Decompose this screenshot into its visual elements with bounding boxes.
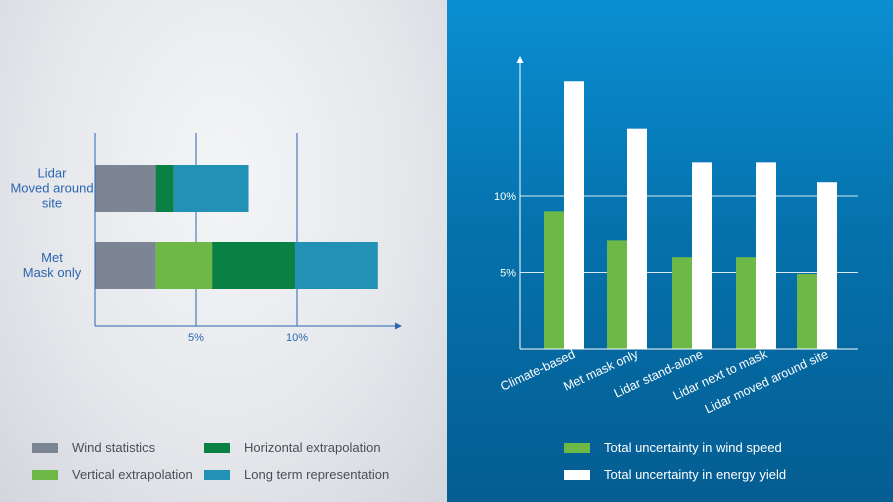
- legend-label: Wind statistics: [72, 440, 156, 455]
- category-label: Mask only: [23, 265, 82, 280]
- bar: [756, 162, 776, 349]
- bar-segment: [155, 165, 174, 212]
- legend-swatch: [204, 442, 230, 453]
- category-label: Moved around: [10, 181, 93, 196]
- legend-label: Horizontal extrapolation: [244, 440, 381, 455]
- y-axis-arrow: [516, 56, 524, 63]
- legend-item-horizontal-extrapolation: Horizontal extrapolation: [204, 440, 381, 455]
- bar-segment: [173, 165, 249, 212]
- legend-label: Total uncertainty in wind speed: [604, 440, 782, 455]
- bar-segment: [294, 242, 378, 289]
- legend-item-vertical-extrapolation: Vertical extrapolation: [32, 467, 193, 482]
- legend-label: Long term representation: [244, 467, 390, 482]
- legend-item-long-term-representation: Long term representation: [204, 467, 389, 482]
- bar: [817, 182, 837, 349]
- category-label: site: [42, 196, 62, 211]
- bar: [672, 257, 692, 349]
- x-axis-arrow: [395, 322, 402, 330]
- legend-item-total-energy-yield: Total uncertainty in energy yield: [564, 467, 786, 482]
- legend-label: Total uncertainty in energy yield: [604, 467, 787, 482]
- bar: [607, 240, 627, 349]
- legend-swatch: [564, 469, 590, 480]
- bar-segment: [212, 242, 295, 289]
- bar: [797, 274, 817, 349]
- legend-swatch: [32, 442, 58, 453]
- bar: [564, 81, 584, 349]
- y-tick-label: 10%: [494, 191, 516, 203]
- bar-segment: [95, 165, 156, 212]
- legend-swatch: [564, 442, 590, 453]
- x-tick-label: 10%: [286, 332, 308, 344]
- category-label: Lidar: [38, 166, 68, 181]
- x-tick-label: 5%: [188, 332, 204, 344]
- category-label: Met: [41, 250, 63, 265]
- legend-label: Vertical extrapolation: [72, 467, 193, 482]
- bar: [627, 128, 647, 349]
- bar: [692, 162, 712, 349]
- legend-swatch: [32, 469, 58, 480]
- legend-item-total-wind-speed: Total uncertainty in wind speed: [564, 440, 782, 455]
- legend-item-wind-statistics: Wind statistics: [32, 440, 155, 455]
- bar-segment: [155, 242, 213, 289]
- bar: [736, 257, 756, 349]
- bar-segment: [95, 242, 156, 289]
- bar: [544, 211, 564, 349]
- legend-swatch: [204, 469, 230, 480]
- y-tick-label: 5%: [500, 268, 516, 280]
